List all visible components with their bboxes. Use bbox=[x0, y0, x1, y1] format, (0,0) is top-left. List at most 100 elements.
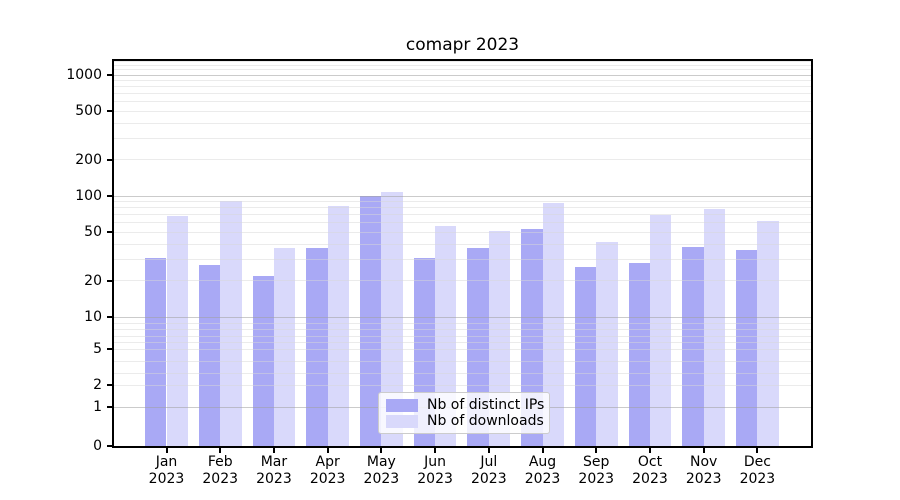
bar-distinct-ips-may bbox=[359, 196, 382, 446]
y-tick-label-500: 500 bbox=[75, 103, 102, 120]
x-tick-label-aug: Aug 2023 bbox=[511, 454, 575, 488]
y-tick-mark-0 bbox=[107, 445, 113, 447]
x-tick-mark-sep bbox=[595, 447, 598, 453]
x-tick-label-jun: Jun 2023 bbox=[403, 454, 467, 488]
y-tick-mark-100 bbox=[107, 195, 113, 197]
bar-downloads-oct bbox=[649, 215, 672, 446]
y-tick-label-50: 50 bbox=[84, 224, 102, 241]
x-tick-label-apr: Apr 2023 bbox=[296, 454, 360, 488]
x-tick-label-nov: Nov 2023 bbox=[672, 454, 736, 488]
gridline-major-100 bbox=[114, 195, 811, 197]
legend-label-distinct-ips: Nb of distinct IPs bbox=[427, 397, 545, 413]
y-tick-label-0: 0 bbox=[93, 438, 102, 454]
gridline-minor-700 bbox=[114, 93, 811, 95]
y-tick-mark-1000 bbox=[107, 74, 113, 76]
gridline-minor-900 bbox=[114, 80, 811, 82]
legend: Nb of distinct IPs Nb of downloads bbox=[378, 392, 550, 434]
bar-distinct-ips-nov bbox=[682, 246, 704, 446]
gridline-minor-400 bbox=[114, 122, 811, 124]
x-tick-year-apr: 2023 bbox=[309, 471, 346, 487]
x-tick-year-nov: 2023 bbox=[685, 471, 722, 487]
x-tick-mark-apr bbox=[326, 447, 329, 453]
gridline-minor-3 bbox=[114, 372, 811, 374]
x-tick-label-feb: Feb 2023 bbox=[188, 454, 252, 488]
y-tick-mark-50 bbox=[107, 231, 113, 234]
gridline-minor-60 bbox=[114, 222, 811, 224]
bar-distinct-ips-dec bbox=[736, 249, 758, 446]
bar-distinct-ips-oct bbox=[628, 262, 650, 446]
x-tick-mark-may bbox=[380, 447, 383, 453]
y-tick-label-1: 1 bbox=[93, 399, 102, 415]
bar-distinct-ips-aug bbox=[521, 229, 543, 446]
x-tick-mark-feb bbox=[219, 447, 222, 453]
x-tick-label-dec: Dec 2023 bbox=[725, 454, 789, 488]
y-tick-label-1000: 1000 bbox=[66, 67, 102, 83]
x-tick-year-aug: 2023 bbox=[524, 471, 561, 487]
bar-distinct-ips-apr bbox=[306, 248, 328, 446]
x-tick-label-mar: Mar 2023 bbox=[242, 454, 306, 488]
y-tick-mark-2 bbox=[107, 384, 113, 386]
y-tick-label-2: 2 bbox=[93, 377, 102, 393]
x-tick-year-oct: 2023 bbox=[632, 471, 668, 487]
gridline-minor-2 bbox=[114, 384, 811, 386]
x-tick-year-sep: 2023 bbox=[578, 471, 615, 487]
y-tick-mark-20 bbox=[107, 279, 113, 282]
bar-downloads-may bbox=[381, 192, 403, 446]
x-tick-label-may: May 2023 bbox=[349, 454, 413, 488]
gridline-minor-30 bbox=[114, 258, 811, 260]
bar-downloads-apr bbox=[327, 206, 350, 446]
x-tick-mark-nov bbox=[702, 447, 705, 453]
gridline-major-1000 bbox=[114, 74, 811, 76]
legend-swatch-distinct-ips bbox=[386, 398, 418, 412]
bar-distinct-ips-sep bbox=[574, 266, 597, 446]
gridline-minor-600 bbox=[114, 101, 811, 103]
gridline-minor-50 bbox=[114, 231, 811, 233]
x-tick-year-mar: 2023 bbox=[256, 471, 292, 487]
x-tick-label-oct: Oct 2023 bbox=[618, 454, 682, 488]
gridline-minor-7 bbox=[114, 335, 811, 337]
gridline-minor-1200 bbox=[114, 64, 811, 66]
x-tick-label-jan: Jan 2023 bbox=[135, 454, 199, 488]
x-tick-label-jul: Jul 2023 bbox=[457, 454, 521, 488]
y-tick-label-200: 200 bbox=[75, 151, 102, 168]
y-tick-mark-200 bbox=[107, 158, 113, 161]
y-tick-mark-10 bbox=[107, 316, 113, 318]
bar-distinct-ips-jan bbox=[145, 257, 167, 446]
x-tick-year-may: 2023 bbox=[363, 471, 400, 487]
gridline-minor-90 bbox=[114, 201, 811, 203]
legend-swatch-downloads bbox=[386, 414, 418, 428]
x-tick-year-jan: 2023 bbox=[148, 471, 185, 487]
x-tick-label-sep: Sep 2023 bbox=[564, 454, 628, 488]
chart-title: comapr 2023 bbox=[405, 35, 520, 55]
y-tick-label-5: 5 bbox=[93, 341, 102, 357]
gridline-minor-1300 bbox=[114, 60, 811, 62]
legend-item-downloads: Nb of downloads bbox=[386, 414, 544, 428]
gridline-minor-6 bbox=[114, 342, 811, 344]
gridline-minor-1100 bbox=[114, 69, 811, 71]
y-tick-mark-500 bbox=[107, 110, 113, 113]
y-tick-label-100: 100 bbox=[75, 188, 102, 204]
gridline-minor-4 bbox=[114, 360, 811, 362]
x-tick-mark-oct bbox=[648, 447, 651, 453]
x-tick-year-jun: 2023 bbox=[417, 471, 453, 487]
gridline-minor-800 bbox=[114, 86, 811, 88]
gridline-major-10 bbox=[114, 316, 811, 318]
x-tick-mark-aug bbox=[541, 447, 544, 453]
gridline-minor-40 bbox=[114, 243, 811, 245]
bar-downloads-dec bbox=[757, 221, 779, 446]
legend-item-distinct-ips: Nb of distinct IPs bbox=[386, 397, 545, 413]
bar-downloads-mar bbox=[273, 248, 296, 446]
gridline-minor-80 bbox=[114, 207, 811, 209]
x-tick-mark-jun bbox=[434, 447, 437, 453]
bar-distinct-ips-feb bbox=[198, 264, 221, 446]
gridline-minor-20 bbox=[114, 280, 811, 282]
gridline-minor-70 bbox=[114, 214, 811, 216]
bar-downloads-jan bbox=[166, 216, 188, 446]
x-tick-mark-dec bbox=[756, 447, 759, 453]
x-tick-mark-mar bbox=[272, 447, 275, 453]
bar-downloads-nov bbox=[703, 209, 726, 446]
gridline-minor-8 bbox=[114, 329, 811, 331]
